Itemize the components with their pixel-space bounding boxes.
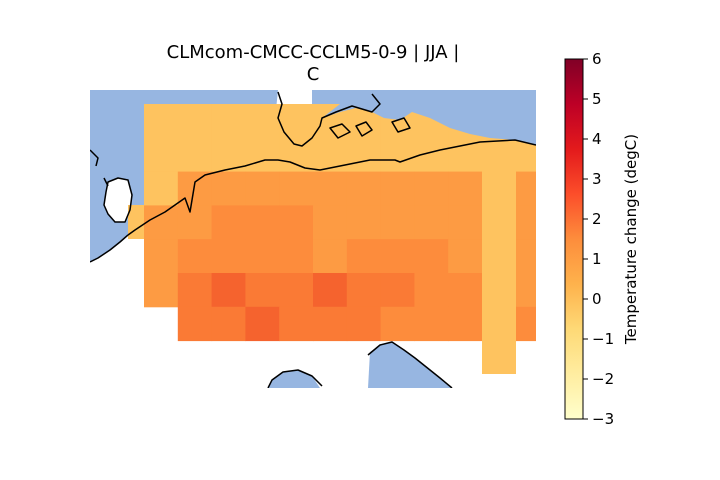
coastlines: [90, 91, 536, 388]
heatmap-cell: [346, 306, 382, 342]
heatmap-cell: [515, 273, 536, 308]
land-england: [104, 178, 132, 222]
heatmap-cell: [414, 205, 449, 240]
heatmap-cell: [313, 171, 348, 206]
colorbar-label: Temperature change (degC): [622, 134, 640, 345]
colorbar-tick-label: −1: [592, 330, 614, 348]
coast-north-fragment: [90, 149, 109, 187]
heatmap-cell: [346, 239, 382, 274]
sea-adriatic: [368, 342, 452, 388]
heatmap-cell: [313, 239, 348, 274]
coast-continental: [127, 139, 536, 236]
coast-ligurian: [267, 369, 323, 388]
heatmap-cell: [448, 306, 483, 342]
colorbar: 6 5 4 3 2 1 0 −1 −2 −3 Temperature change (degC): [564, 50, 640, 428]
map-title-line1: CLMcom-CMCC-CCLM5-0-9 | JJA |: [167, 42, 460, 63]
colorbar-tick-label: 1: [592, 250, 602, 268]
heatmap-cell: [245, 239, 280, 274]
heatmap-cell: [128, 205, 144, 239]
heatmap-cell: [448, 171, 483, 206]
heatmap-cell: [414, 239, 449, 274]
heatmap-cell: [144, 205, 179, 240]
heatmap-cell: [279, 306, 314, 342]
heatmap-cell: [177, 239, 213, 274]
colorbar-tick-label: 0: [592, 290, 602, 308]
heatmap-cell: [380, 239, 415, 274]
colorbar-tick-label: 3: [592, 170, 602, 188]
colorbar-tick-label: 2: [592, 210, 602, 228]
heatmap-cell: [144, 239, 179, 274]
map-title-line2: C: [307, 64, 320, 85]
heatmap-cell: [414, 171, 449, 206]
heatmap-cell: [245, 306, 280, 342]
heatmap-cell: [515, 205, 536, 240]
heatmap-cell: [515, 239, 536, 274]
heatmap-cell: [380, 205, 415, 240]
heatmap-cell: [313, 273, 348, 308]
heatmap-cell: [144, 273, 179, 308]
heatmap-cell: [515, 171, 536, 206]
coast-england: [103, 177, 133, 223]
heatmap-cell: [177, 306, 213, 342]
heatmap-cell: [245, 273, 280, 308]
heatmap-cell: [515, 306, 536, 342]
heatmap-cell: [211, 239, 246, 274]
heatmap-cell: [346, 273, 382, 308]
land-france-outside: [90, 228, 144, 388]
heatmap-cell: [245, 205, 280, 240]
sea-baltic: [322, 90, 536, 145]
heatmap-cell: [482, 140, 516, 374]
heatmap-cell: [279, 205, 314, 240]
heatmap-cell: [414, 306, 449, 342]
heatmap-cell: [211, 273, 246, 308]
map-sea-overlay: [268, 90, 536, 388]
heatmap-cell: [177, 205, 213, 240]
heatmap-cell: [346, 205, 382, 240]
heatmap-cells: [128, 104, 536, 374]
colorbar-tick-label: 6: [592, 50, 602, 68]
heatmap-cell: [177, 273, 213, 308]
heatmap-cell: [245, 171, 280, 206]
heatmap-cell: [211, 171, 246, 206]
coast-adriatic: [367, 341, 453, 388]
coast-france-atlantic: [90, 234, 129, 263]
heatmap-cell: [313, 205, 348, 240]
heatmap-cell: [448, 239, 483, 274]
heatmap-cell: [279, 273, 314, 308]
colorbar-tick-label: −2: [592, 370, 614, 388]
colorbar-ticks: 6 5 4 3 2 1 0 −1 −2 −3: [583, 50, 614, 428]
coast-islands: [329, 117, 411, 139]
heatmap-cell: [211, 205, 246, 240]
heatmap-cell: [380, 171, 415, 206]
heatmap-cell: [211, 306, 246, 342]
heatmap-cell: [414, 273, 449, 308]
heatmap-cell: [313, 306, 348, 342]
heatmap-cell: [380, 306, 415, 342]
colorbar-tick-label: −3: [592, 410, 614, 428]
heatmap-cell: [177, 171, 213, 206]
coast-denmark: [277, 91, 381, 147]
sea-ligurian: [268, 370, 320, 388]
heatmap-cell: [279, 239, 314, 274]
heatmap-cell: [448, 273, 483, 308]
heatmap-cell: [380, 273, 415, 308]
heatmap-cell: [448, 205, 483, 240]
heatmap-cell: [279, 171, 314, 206]
colorbar-gradient: [564, 58, 584, 420]
heatmap-cell: [144, 171, 179, 206]
heatmap-cell: [346, 171, 382, 206]
colorbar-tick-label: 4: [592, 130, 602, 148]
colorbar-tick-label: 5: [592, 90, 602, 108]
